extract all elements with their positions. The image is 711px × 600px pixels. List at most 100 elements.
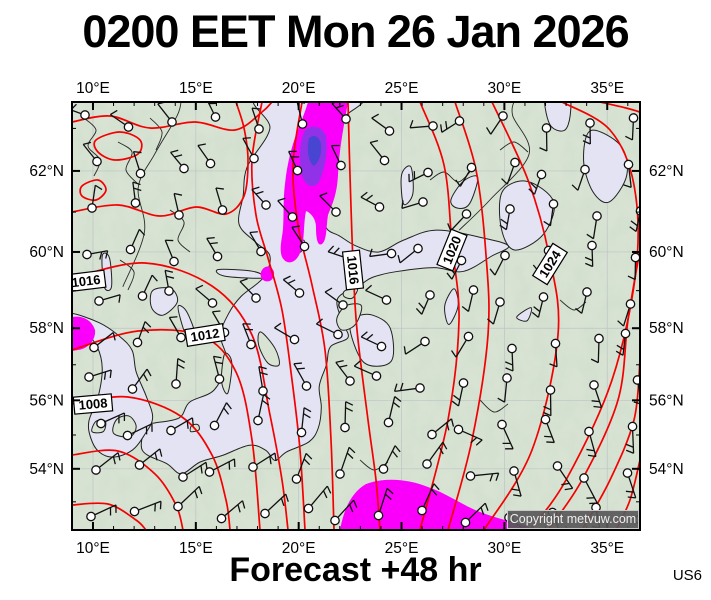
station-circle	[425, 290, 435, 300]
isobar-line	[72, 262, 289, 530]
station-circle	[87, 203, 97, 213]
wind-barb	[543, 199, 559, 227]
barb-feather	[450, 418, 455, 427]
station-circle	[381, 295, 392, 305]
wind-barb	[552, 461, 574, 491]
barb-feather	[593, 405, 602, 408]
wind-barb	[584, 240, 597, 268]
barb-shaft	[371, 117, 387, 130]
station-circle	[427, 429, 437, 440]
barb-feather	[524, 535, 531, 539]
wind-barb	[212, 355, 225, 384]
model-code-label: US6	[672, 567, 702, 584]
barb-feather	[239, 278, 248, 283]
station-circle	[340, 422, 350, 433]
station-circle	[505, 204, 515, 214]
station-circle	[620, 328, 631, 339]
isobar-line	[483, 102, 560, 530]
barb-feather	[146, 368, 152, 377]
wind-barb	[409, 120, 438, 131]
barb-feather	[118, 294, 121, 303]
wind-barb	[575, 287, 592, 314]
wind-barb	[239, 278, 261, 303]
wind-barb	[86, 504, 117, 522]
wind-barb	[166, 417, 194, 436]
barb-feather	[112, 332, 116, 341]
barb-feather	[258, 365, 267, 370]
wind-barb	[260, 493, 289, 519]
barb-feather	[151, 274, 158, 282]
station-circle	[130, 198, 141, 208]
barb-feather	[197, 143, 206, 147]
barb-feather	[409, 120, 414, 129]
barb-shaft	[537, 300, 544, 318]
station-circle	[299, 241, 310, 252]
barb-shaft	[344, 401, 347, 424]
lat-label-right: 56°N	[649, 392, 684, 409]
station-circle	[625, 299, 636, 309]
wind-barb	[164, 239, 179, 267]
barb-feather	[274, 322, 282, 329]
wind-barb	[291, 452, 313, 484]
barb-feather	[582, 140, 591, 145]
wind-barb	[571, 164, 590, 191]
barb-shaft	[559, 469, 574, 489]
station-circle	[420, 336, 430, 347]
station-circle	[378, 464, 389, 474]
station-circle	[460, 517, 471, 528]
station-circle	[415, 383, 425, 393]
wind-barb	[369, 248, 397, 259]
barb-shaft	[450, 216, 465, 232]
barb-feather	[353, 360, 361, 367]
isobar-label-text: 1016	[344, 255, 362, 285]
barb-feather	[251, 186, 260, 191]
wind-barb	[584, 426, 597, 458]
station-circle	[373, 510, 384, 521]
barb-shaft	[622, 307, 630, 327]
station-circle	[171, 379, 181, 389]
barb-feather	[303, 407, 312, 413]
barb-shaft	[164, 239, 174, 258]
lat-label-left: 58°N	[29, 320, 64, 337]
wind-barb	[251, 186, 271, 210]
station-circle	[91, 465, 101, 475]
barb-feather	[249, 231, 258, 234]
barb-feather	[303, 413, 311, 419]
station-circle	[256, 246, 266, 257]
station-circle	[251, 293, 261, 303]
station-circle	[579, 473, 589, 483]
barb-feather	[237, 504, 241, 513]
barb-shaft	[175, 358, 179, 380]
barb-feather	[133, 150, 142, 154]
wind-barb	[242, 137, 259, 164]
river-line	[499, 141, 529, 153]
barb-shaft	[549, 208, 554, 226]
lat-label-right: 54°N	[649, 461, 684, 478]
barb-feather	[627, 275, 636, 281]
barb-shaft	[462, 430, 483, 441]
lat-label-left: 60°N	[29, 244, 64, 261]
barb-shaft	[494, 258, 504, 276]
wind-barb	[242, 323, 256, 350]
isobar-label-text: 1012	[190, 325, 221, 344]
barb-shaft	[474, 472, 499, 477]
barb-feather	[615, 350, 624, 356]
barb-shaft	[394, 387, 416, 392]
axis-labels: 10°E 10°E 15°E 15°E 20°E 20°E 25°E 25°E 30°E 30°E…	[29, 80, 683, 557]
lat-label-right: 60°N	[649, 244, 684, 261]
barb-feather	[353, 499, 358, 508]
isobar-line	[72, 102, 273, 131]
wind-barb	[173, 485, 203, 512]
station-circle	[80, 110, 90, 120]
station-circle	[261, 200, 271, 210]
station-circle	[466, 162, 477, 173]
station-circle	[582, 287, 592, 297]
station-circle	[383, 417, 394, 428]
barb-feather	[393, 383, 398, 392]
station-circle	[125, 244, 136, 255]
station-circle	[207, 298, 218, 308]
barb-shaft	[274, 327, 292, 338]
